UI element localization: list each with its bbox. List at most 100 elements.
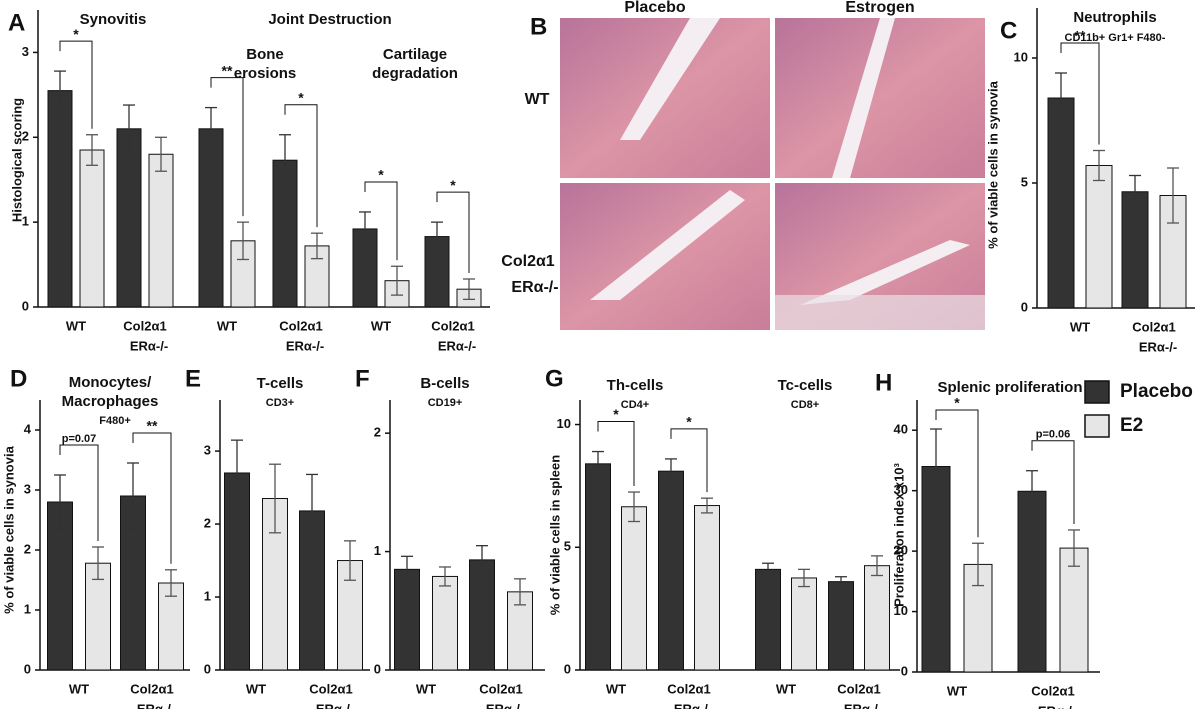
x-tick-label: Col2α1 <box>479 681 522 696</box>
panel-subtitle: CD3+ <box>266 397 294 409</box>
panel-title: Cartilage <box>383 46 447 63</box>
panel-title: Splenic proliferation <box>937 379 1082 396</box>
y-tick-label: 2 <box>374 425 381 440</box>
significance-bracket <box>436 191 470 273</box>
y-tick-label: 2 <box>22 129 29 144</box>
image-gap <box>620 18 720 140</box>
panel-title: Neutrophils <box>1073 9 1156 26</box>
significance-label: ** <box>222 62 233 78</box>
panel-title: erosions <box>234 65 297 82</box>
panel-title: B-cells <box>420 375 469 392</box>
x-tick-label: ERα-/- <box>137 701 175 709</box>
x-tick-label: ERα-/- <box>1038 703 1076 709</box>
legend-label: E2 <box>1120 415 1143 436</box>
significance-label: * <box>298 89 304 105</box>
significance-label: * <box>450 177 456 193</box>
y-tick-label: 5 <box>564 539 571 554</box>
x-tick-label: WT <box>69 681 89 696</box>
x-tick-label: WT <box>416 681 436 696</box>
x-tick-label: WT <box>246 681 266 696</box>
column-label: Placebo <box>624 0 686 16</box>
x-tick-label: WT <box>947 683 967 698</box>
x-tick-label: Col2α1 <box>123 318 166 333</box>
panel-subtitle: CD4+ <box>621 399 649 411</box>
bar <box>469 559 495 671</box>
y-tick-label: 40 <box>894 422 908 437</box>
bar <box>47 90 73 308</box>
bar <box>755 568 781 671</box>
significance-bracket <box>59 444 99 541</box>
row-label: ERα-/- <box>511 279 558 296</box>
y-tick-label: 4 <box>24 421 32 436</box>
panel-letter: A <box>8 9 25 36</box>
x-tick-label: ERα-/- <box>130 338 168 353</box>
y-tick-label: 0 <box>204 661 211 676</box>
bar <box>1159 195 1187 309</box>
panel-title: Bone <box>246 46 284 63</box>
image-fat <box>775 295 985 330</box>
x-tick-label: ERα-/- <box>486 701 524 709</box>
row-label: WT <box>525 91 550 108</box>
x-tick-label: Col2α1 <box>1132 319 1175 334</box>
x-tick-label: ERα-/- <box>286 338 324 353</box>
bar <box>621 506 647 671</box>
significance-label: * <box>686 414 692 430</box>
significance-bracket <box>597 421 635 487</box>
bar <box>1047 97 1075 309</box>
y-tick-label: 5 <box>1021 174 1028 189</box>
panel-letter: C <box>1000 17 1017 44</box>
x-tick-label: ERα-/- <box>844 701 882 709</box>
x-tick-label: Col2α1 <box>309 681 352 696</box>
panel-letter: E <box>185 365 201 392</box>
significance-bracket <box>935 409 979 538</box>
y-tick-label: 1 <box>374 543 381 558</box>
panel-subtitle: CD11b+ Gr1+ F480- <box>1065 32 1166 44</box>
panel-title: Monocytes/ <box>69 374 152 391</box>
bar <box>694 505 720 671</box>
x-tick-label: ERα-/- <box>316 701 354 709</box>
x-tick-label: Col2α1 <box>1031 683 1074 698</box>
x-tick-label: ERα-/- <box>438 338 476 353</box>
panel-letter: B <box>530 13 547 40</box>
bar <box>85 562 111 671</box>
bar <box>158 582 184 671</box>
y-tick-label: 20 <box>894 543 908 558</box>
y-axis-label: % of viable cells in synovia <box>985 80 1000 248</box>
bar <box>791 577 817 671</box>
x-tick-label: Col2α1 <box>130 681 173 696</box>
x-tick-label: ERα-/- <box>1139 339 1177 354</box>
bar <box>1085 165 1113 309</box>
bar <box>1059 547 1089 673</box>
y-tick-label: 3 <box>24 481 31 496</box>
x-tick-label: WT <box>66 318 86 333</box>
column-label: Estrogen <box>845 0 914 16</box>
significance-label: p=0.07 <box>62 433 97 445</box>
panel-subtitle: F480+ <box>99 415 131 427</box>
bar <box>116 128 142 308</box>
significance-label: ** <box>1075 28 1086 44</box>
y-tick-label: 10 <box>557 416 571 431</box>
significance-label: * <box>378 167 384 183</box>
x-tick-label: Col2α1 <box>667 681 710 696</box>
y-tick-label: 3 <box>204 443 211 458</box>
y-axis-label: Proliferation index x10³ <box>891 462 906 606</box>
y-axis-label: Histological scoring <box>9 98 24 222</box>
panel-title: degradation <box>372 65 458 82</box>
y-tick-label: 1 <box>24 601 31 616</box>
y-tick-label: 2 <box>204 515 211 530</box>
y-tick-label: 1 <box>204 588 211 603</box>
bar <box>148 153 174 308</box>
y-tick-label: 3 <box>22 44 29 59</box>
panel-title: Th-cells <box>607 377 664 394</box>
significance-label: * <box>73 26 79 42</box>
panel-title: Tc-cells <box>778 377 833 394</box>
significance-bracket <box>1031 440 1075 524</box>
bar <box>79 149 105 308</box>
x-tick-label: WT <box>1070 319 1090 334</box>
y-tick-label: 0 <box>1021 299 1028 314</box>
panel-title: T-cells <box>257 375 304 392</box>
y-tick-label: 10 <box>1014 49 1028 64</box>
significance-bracket <box>364 181 398 261</box>
